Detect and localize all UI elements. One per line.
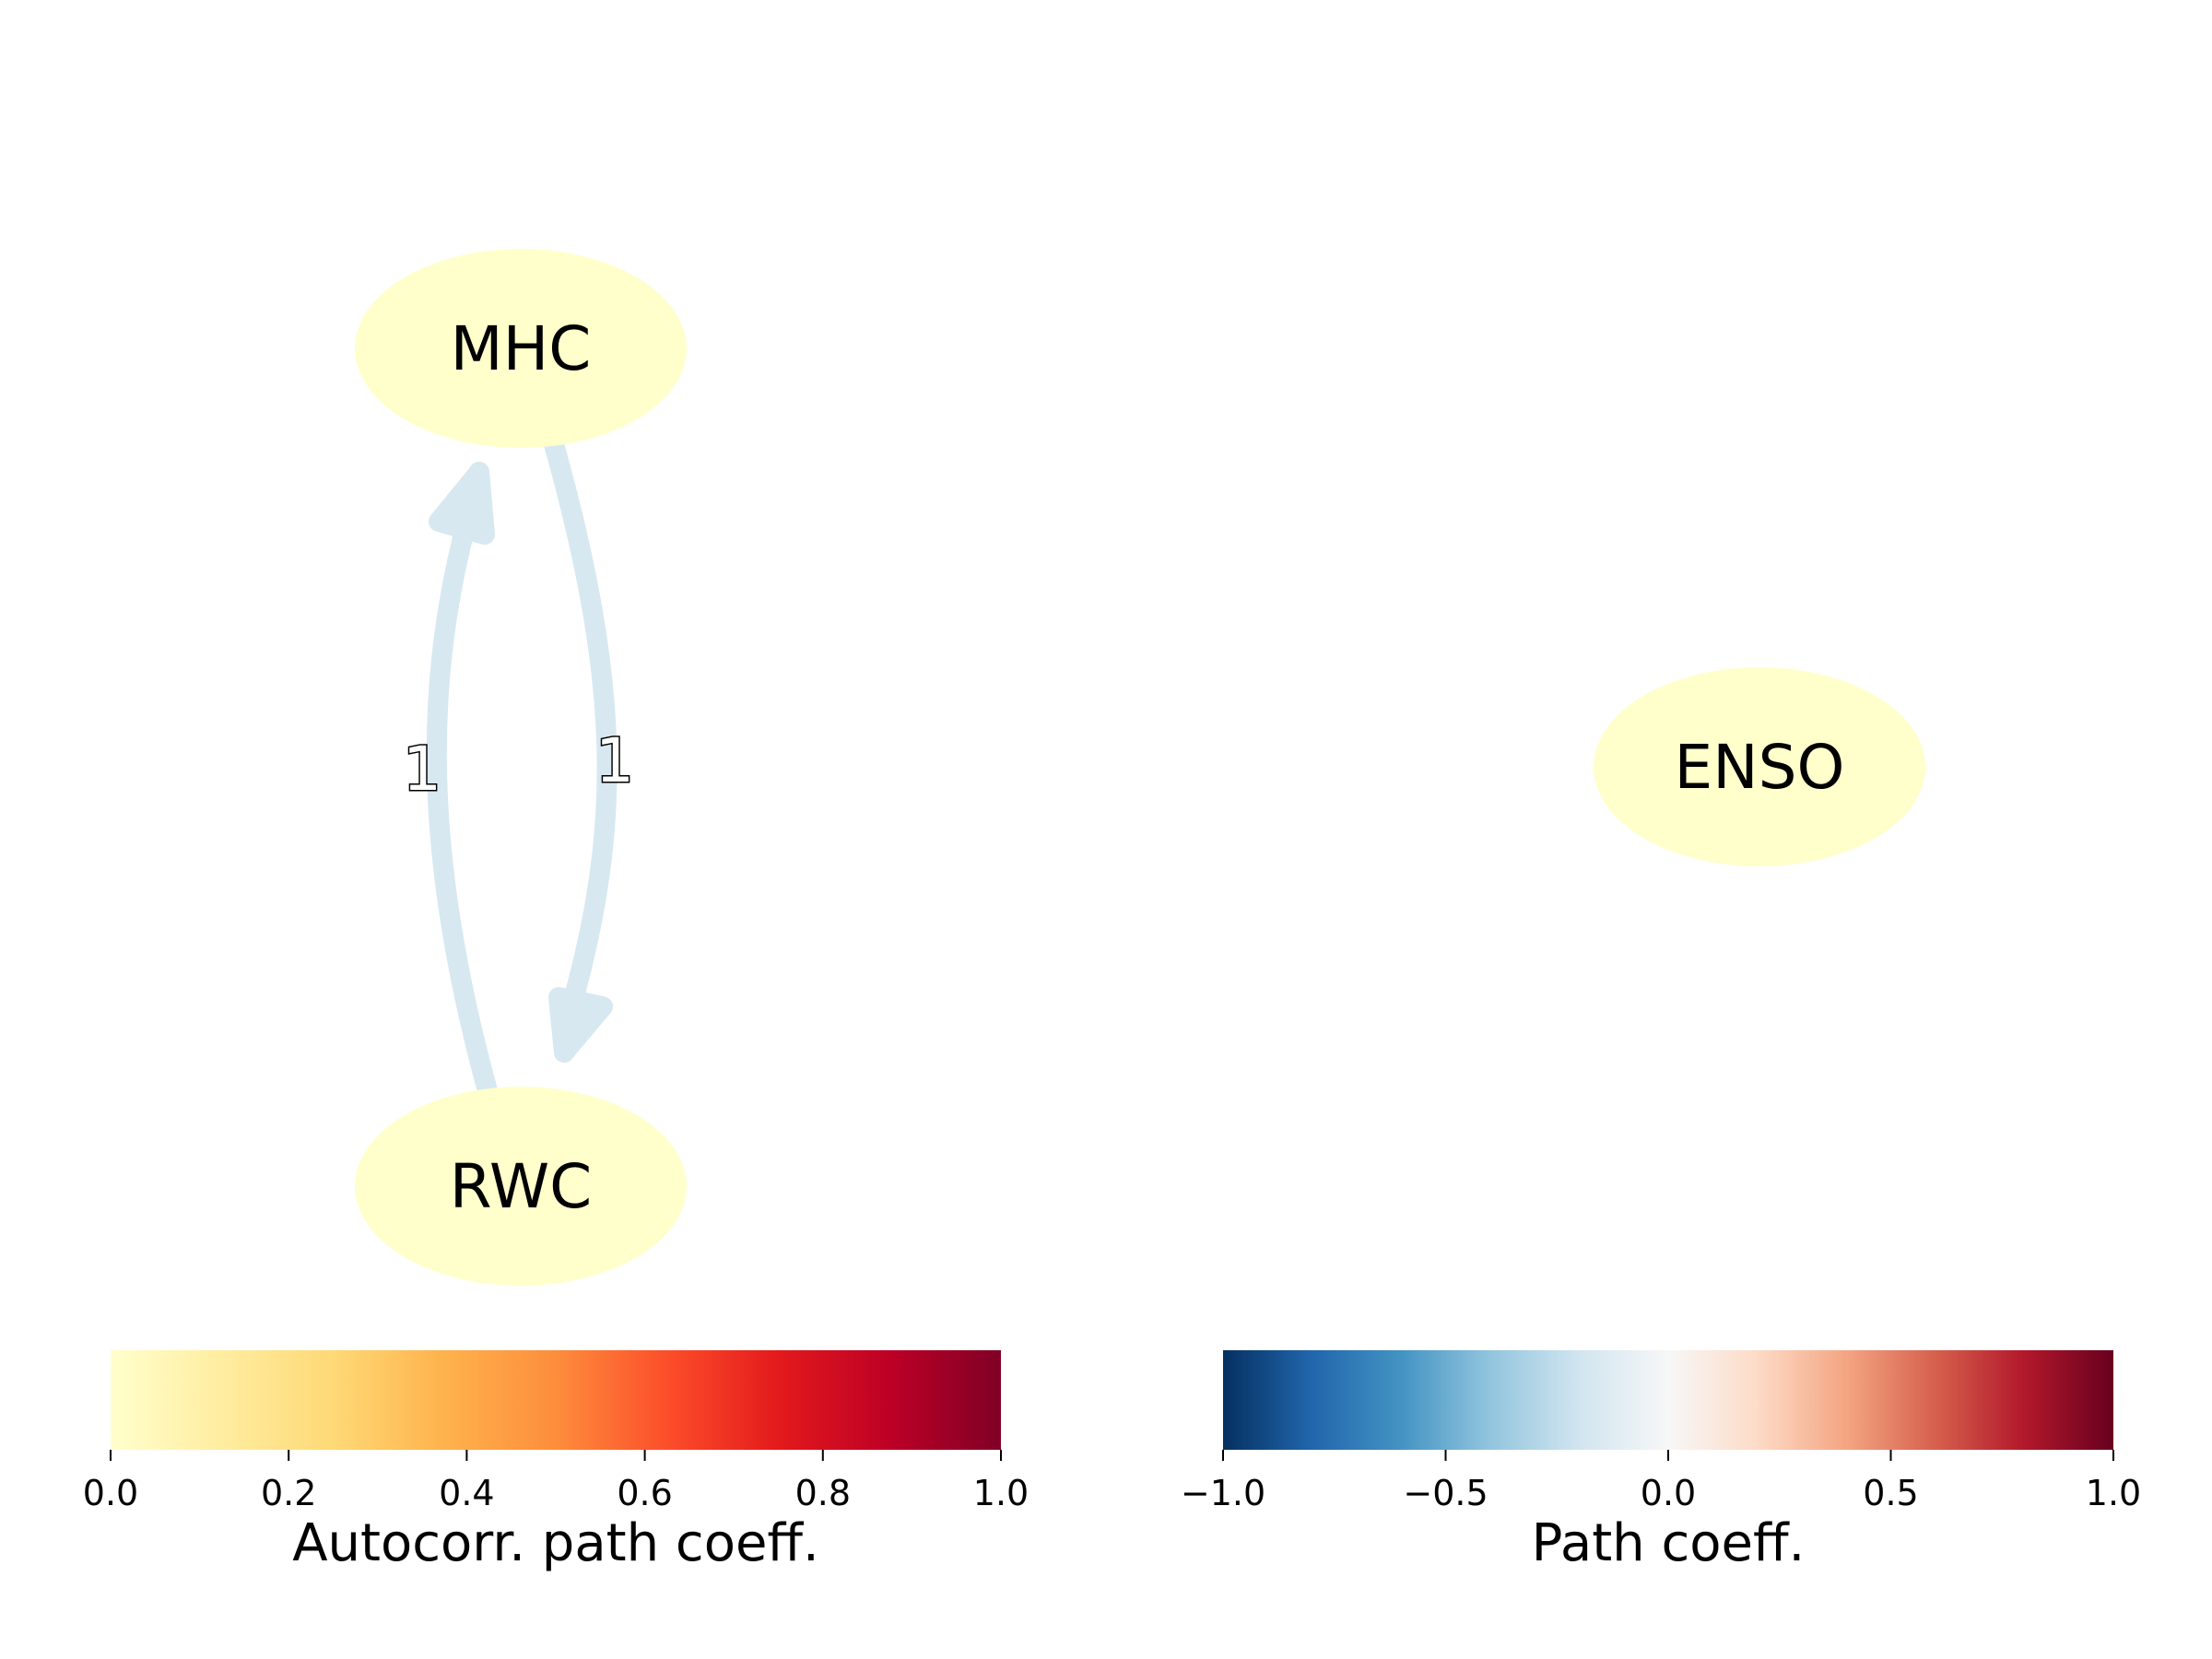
edge-label-rwc-to-mhc: 1 [403,734,441,805]
edge-mhc-to-rwc [544,434,618,1063]
edge-rwc-to-mhc [426,462,499,1104]
node-shape-mhc [355,249,687,448]
autocorr-tick-label: 0.8 [795,1473,851,1513]
colorbar-path-gradient [1223,1350,2113,1450]
colorbar-autocorr-title: Autocorr. path coeff. [292,1513,819,1573]
node-rwc: RWC [355,1087,687,1286]
colorbar-path: −1.0 −0.5 0.0 0.5 1.0 Path coeff. [1181,1350,2141,1573]
autocorr-tick-label: 0.2 [261,1473,316,1513]
autocorr-tick-label: 0.0 [83,1473,138,1513]
node-mhc: MHC [355,249,687,448]
edge-label-mhc-to-rwc: 1 [595,725,634,796]
node-label-enso: ENSO [1675,732,1845,803]
colorbar-autocorr-gradient [111,1350,1001,1450]
autocorr-tick-label: 1.0 [973,1473,1029,1513]
autocorr-tick-label: 0.4 [439,1473,494,1513]
node-label-mhc: MHC [451,313,592,384]
arrowhead-down-icon [548,987,613,1063]
node-shape-enso [1594,667,1925,866]
path-tick-label: −0.5 [1403,1473,1488,1513]
path-tick-label: 1.0 [2086,1473,2141,1513]
path-tick-label: −1.0 [1181,1473,1265,1513]
edge-line-mhc-to-rwc [544,434,618,1010]
edge-line-rwc-to-mhc [426,480,499,1104]
node-label-rwc: RWC [450,1151,593,1222]
node-shape-rwc [355,1087,687,1286]
path-tick-label: 0.0 [1641,1473,1696,1513]
arrowhead-up-icon [429,462,495,545]
colorbar-path-title: Path coeff. [1532,1513,1806,1573]
node-enso: ENSO [1594,667,1925,866]
path-tick-label: 0.5 [1863,1473,1918,1513]
autocorr-tick-label: 0.6 [617,1473,672,1513]
colorbar-autocorr: 0.0 0.2 0.4 0.6 0.8 1.0 Autocorr. path c… [83,1350,1029,1573]
colorbar-path-ticks [1222,1450,2114,1461]
colorbar-autocorr-ticks [110,1450,1002,1461]
